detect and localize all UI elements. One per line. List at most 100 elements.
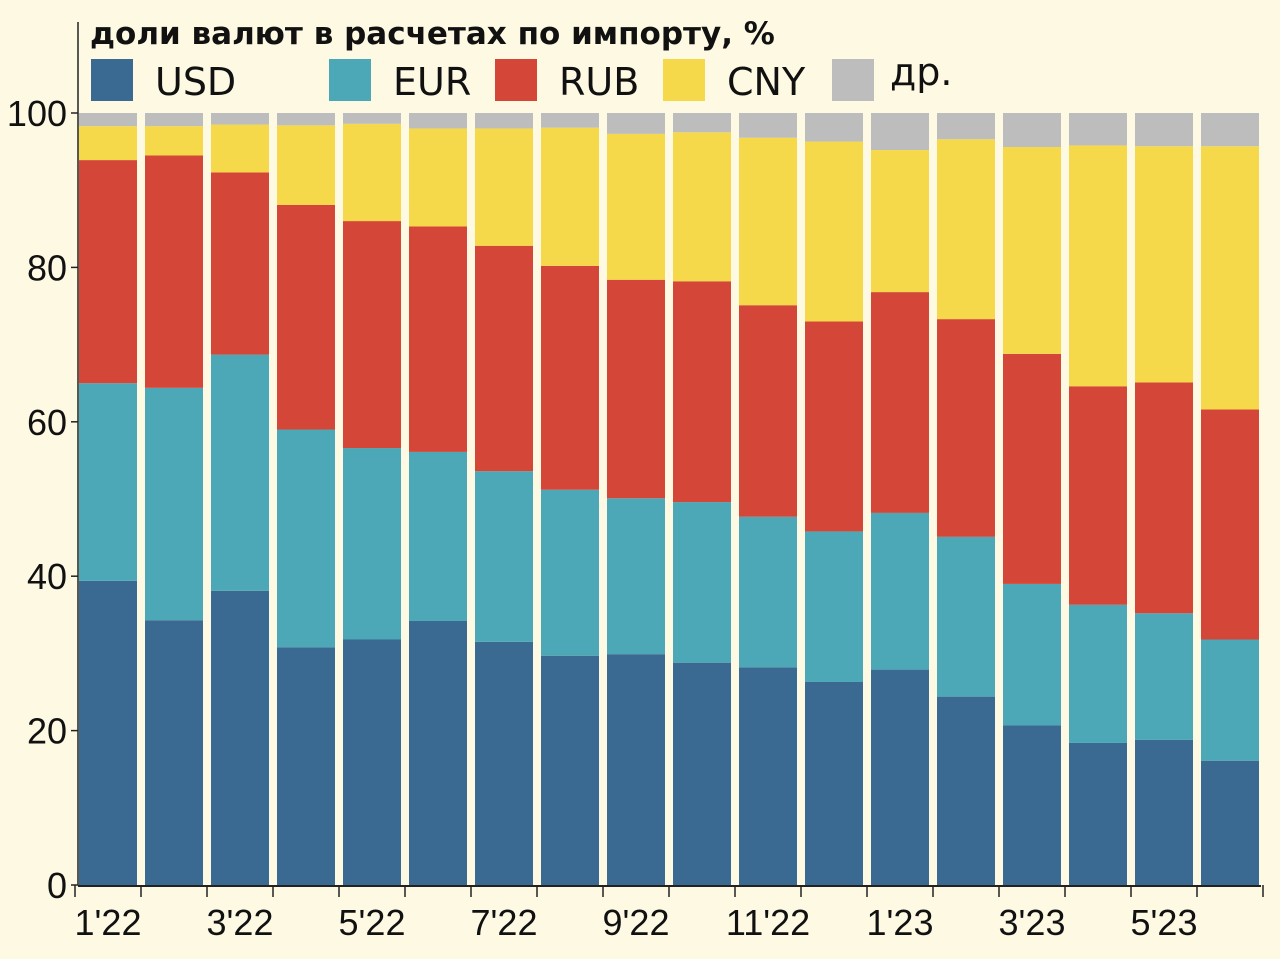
bar-segment-USD-4'22	[277, 647, 335, 885]
x-tick-label-11'22: 11'22	[726, 902, 810, 943]
bar-segment-EUR-5'23	[1135, 613, 1193, 740]
bar-segment-др.-2'22	[145, 113, 203, 127]
bar-segment-др.-1'23	[871, 113, 929, 151]
bar-segment-др.-12'22	[805, 113, 863, 142]
axes-layer: 0 20 40 60 80 100 1'22 3'22 5'22 7'22 9'22 11'22 1'2…	[7, 22, 1264, 943]
legend-swatch-CNY	[663, 59, 705, 101]
bar-segment-EUR-3'23	[1003, 583, 1061, 726]
bar-segment-др.-3'23	[1003, 113, 1061, 147]
bar-segment-EUR-1'23	[871, 512, 929, 670]
bar-segment-USD-9'22	[607, 654, 665, 885]
bar-segment-др.-5'22	[343, 113, 401, 124]
bar-segment-CNY-5'22	[343, 123, 401, 222]
bar-segment-RUB-10'22	[673, 281, 731, 503]
legend-swatch-EUR	[329, 59, 371, 101]
bar-segment-RUB-12'22	[805, 321, 863, 532]
bar-segment-EUR-2'22	[145, 387, 203, 621]
bar-segment-др.-6'23	[1201, 113, 1259, 147]
bar-segment-RUB-1'22	[79, 160, 137, 384]
bar-segment-USD-5'22	[343, 639, 401, 885]
bar-segment-USD-3'23	[1003, 725, 1061, 885]
legend-label-EUR: EUR	[393, 60, 471, 104]
bar-segment-RUB-3'23	[1003, 353, 1061, 584]
x-tick-label-3'23: 3'23	[999, 902, 1066, 943]
bar-segment-RUB-5'23	[1135, 382, 1193, 614]
bar-segment-RUB-8'22	[541, 265, 599, 490]
bar-segment-EUR-4'22	[277, 429, 335, 648]
bar-segment-CNY-5'23	[1135, 146, 1193, 383]
bar-segment-CNY-2'23	[937, 139, 995, 320]
legend-label-др.: др.	[890, 50, 952, 94]
bar-segment-RUB-6'23	[1201, 409, 1259, 640]
bar-segment-RUB-2'22	[145, 155, 203, 388]
bar-segment-CNY-8'22	[541, 127, 599, 266]
legend-swatch-USD	[91, 59, 133, 101]
bar-segment-USD-4'23	[1069, 742, 1127, 885]
bar-segment-др.-2'23	[937, 113, 995, 140]
bar-segment-EUR-3'22	[211, 354, 269, 591]
bar-segment-CNY-3'23	[1003, 146, 1061, 354]
bar-segment-др.-8'22	[541, 113, 599, 128]
bar-segment-EUR-2'23	[937, 536, 995, 697]
x-tick-label-5'23: 5'23	[1131, 902, 1198, 943]
legend-label-CNY: CNY	[727, 60, 806, 104]
bar-segment-EUR-6'23	[1201, 639, 1259, 761]
y-tick-label-40: 40	[27, 556, 67, 597]
bar-segment-USD-2'23	[937, 696, 995, 885]
bar-segment-др.-9'22	[607, 113, 665, 134]
bar-segment-RUB-6'22	[409, 226, 467, 452]
bar-segment-USD-3'22	[211, 590, 269, 885]
bar-segment-др.-4'22	[277, 113, 335, 126]
bar-segment-USD-12'22	[805, 681, 863, 885]
bar-segment-EUR-12'22	[805, 531, 863, 682]
bar-segment-USD-8'22	[541, 655, 599, 885]
bar-segment-EUR-9'22	[607, 498, 665, 655]
bars-layer	[79, 113, 1259, 885]
bar-segment-EUR-4'23	[1069, 604, 1127, 743]
bar-segment-RUB-7'22	[475, 245, 533, 472]
bar-segment-EUR-8'22	[541, 489, 599, 656]
bar-segment-CNY-11'22	[739, 137, 797, 306]
bar-segment-CNY-1'23	[871, 150, 929, 293]
bar-segment-др.-10'22	[673, 113, 731, 133]
y-tick-label-0: 0	[47, 865, 67, 906]
bar-segment-EUR-10'22	[673, 502, 731, 663]
bar-segment-RUB-11'22	[739, 305, 797, 517]
legend-label-USD: USD	[155, 60, 236, 104]
bar-segment-др.-6'22	[409, 113, 467, 129]
legend-label-RUB: RUB	[559, 60, 639, 104]
bar-segment-USD-6'22	[409, 620, 467, 885]
x-tick-label-7'22: 7'22	[471, 902, 538, 943]
bar-segment-EUR-6'22	[409, 451, 467, 621]
bar-segment-EUR-11'22	[739, 516, 797, 668]
bar-segment-CNY-12'22	[805, 141, 863, 322]
y-tick-label-60: 60	[27, 402, 67, 443]
bar-segment-CNY-4'23	[1069, 145, 1127, 387]
bar-segment-USD-11'22	[739, 667, 797, 885]
y-tick-label-100: 100	[7, 93, 67, 134]
bar-segment-CNY-6'23	[1201, 146, 1259, 410]
x-tick-label-3'22: 3'22	[207, 902, 274, 943]
bar-segment-USD-1'22	[79, 580, 137, 885]
bar-segment-RUB-4'23	[1069, 386, 1127, 605]
x-tick-label-1'22: 1'22	[75, 902, 142, 943]
bar-segment-др.-3'22	[211, 113, 269, 125]
bar-segment-USD-2'22	[145, 620, 203, 885]
bar-segment-др.-7'22	[475, 113, 533, 129]
bar-segment-CNY-3'22	[211, 124, 269, 173]
y-tick-label-80: 80	[27, 247, 67, 288]
bar-segment-RUB-1'23	[871, 292, 929, 513]
x-tick-label-5'22: 5'22	[339, 902, 406, 943]
bar-segment-EUR-7'22	[475, 471, 533, 642]
bar-segment-CNY-4'22	[277, 125, 335, 205]
bar-segment-USD-1'23	[871, 669, 929, 885]
bar-segment-CNY-6'22	[409, 128, 467, 227]
legend-swatch-др.	[832, 59, 874, 101]
chart-title: доли валют в расчетах по импорту, %	[90, 16, 775, 52]
bar-segment-др.-11'22	[739, 113, 797, 138]
bar-segment-USD-7'22	[475, 641, 533, 885]
bar-segment-CNY-1'22	[79, 126, 137, 161]
legend: USD EUR RUB CNY др.	[91, 50, 952, 104]
bar-segment-CNY-9'22	[607, 133, 665, 280]
